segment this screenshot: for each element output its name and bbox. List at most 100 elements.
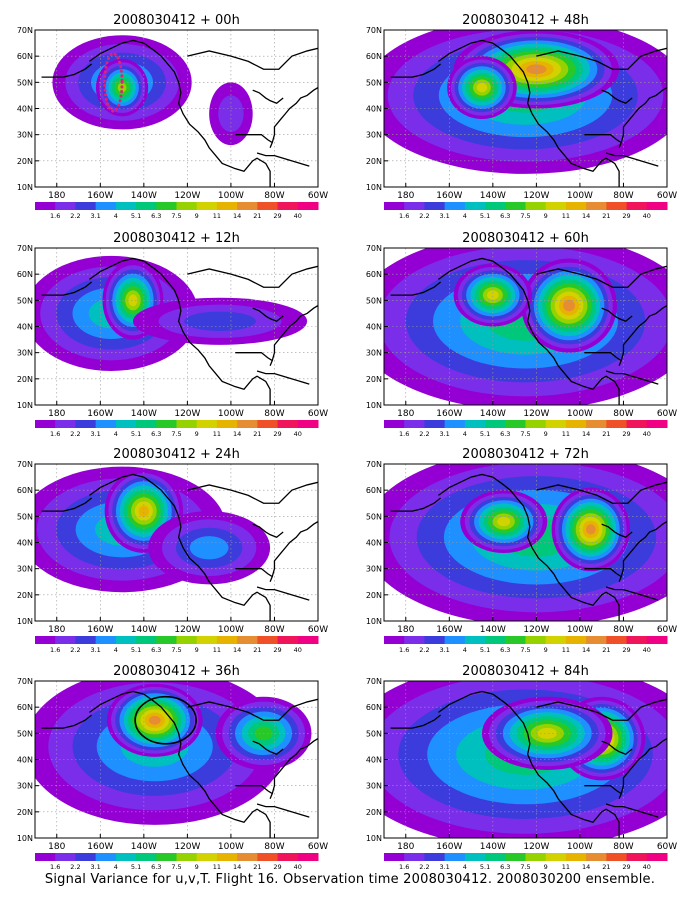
colorbar-swatch <box>95 420 117 428</box>
colorbar-label: 4 <box>114 430 118 438</box>
coastline <box>584 352 622 362</box>
colorbar-label: 29 <box>622 863 630 870</box>
variance-field <box>384 464 667 621</box>
colorbar-swatch <box>424 202 446 210</box>
colorbar-label: 1.6 <box>399 212 409 220</box>
colorbar-label: 5.1 <box>480 430 490 438</box>
coastline <box>187 265 318 288</box>
colorbar-swatch <box>196 420 218 428</box>
colorbar-label: 3.1 <box>90 646 100 654</box>
grid-lines <box>35 681 318 838</box>
coastline <box>536 698 667 721</box>
colorbar-swatch <box>216 853 238 861</box>
colorbar-label: 1.6 <box>50 863 60 870</box>
colorbar-swatch <box>384 636 405 644</box>
x-tick-label: 60W <box>308 625 328 635</box>
y-tick-label: 50N <box>17 512 33 521</box>
colorbar-label: 5.1 <box>480 646 490 654</box>
colorbar-swatch <box>565 636 587 644</box>
variance-contour-fill <box>138 505 150 517</box>
colorbar-swatch <box>525 420 547 428</box>
y-tick-label: 70N <box>366 244 382 253</box>
colorbar-label: 40 <box>294 212 302 220</box>
colorbar-label: 2.2 <box>419 863 429 870</box>
coastline <box>605 370 659 385</box>
colorbar-label: 2.2 <box>419 430 429 438</box>
colorbar-label: 14 <box>582 863 590 870</box>
x-tick-label: 160W <box>87 625 113 635</box>
colorbar-swatch <box>404 420 425 428</box>
x-tick-label: 100W <box>218 842 244 852</box>
y-tick-label: 10N <box>17 834 33 843</box>
colorbar-swatch <box>565 853 587 861</box>
x-tick-label: 160W <box>87 191 113 201</box>
y-tick-label: 20N <box>366 375 382 384</box>
colorbar-label: 9 <box>195 863 199 870</box>
colorbar-swatch <box>485 636 506 644</box>
colorbar-swatch <box>384 202 405 210</box>
y-tick-label: 40N <box>17 323 33 332</box>
colorbar-swatch <box>55 420 76 428</box>
colorbar-swatch <box>55 202 76 210</box>
colorbar-swatch <box>257 853 279 861</box>
x-tick-label: 180 <box>397 625 414 635</box>
x-tick-label: 140W <box>480 842 506 852</box>
colorbar-swatch <box>444 636 466 644</box>
y-tick-label: 50N <box>17 296 33 305</box>
y-tick-label: 30N <box>17 131 33 140</box>
colorbar-swatch <box>384 420 405 428</box>
x-tick-label: 180 <box>397 409 414 419</box>
colorbar-label: 4 <box>463 863 467 870</box>
y-tick-label: 50N <box>366 512 382 521</box>
x-tick-label: 160W <box>87 409 113 419</box>
colorbar-swatch <box>444 853 466 861</box>
variance-field <box>384 30 667 174</box>
x-tick-label: 180 <box>48 191 65 201</box>
x-tick-label: 160W <box>436 842 462 852</box>
coastline <box>187 481 318 504</box>
colorbar-swatch <box>384 853 405 861</box>
colorbar-swatch <box>277 420 299 428</box>
y-tick-label: 60N <box>366 52 382 61</box>
colorbar-swatch <box>485 202 506 210</box>
colorbar-label: 5.1 <box>131 863 141 870</box>
x-tick-label: 100W <box>218 409 244 419</box>
panel-title: 2008030412 + 84h <box>462 664 589 679</box>
coastlines <box>41 39 318 187</box>
target-region-ellipse <box>134 695 197 745</box>
x-tick-label: 80W <box>264 409 284 419</box>
x-tick-label: 80W <box>264 842 284 852</box>
colorbar-swatch <box>156 202 177 210</box>
x-tick-label: 80W <box>613 191 633 201</box>
colorbar-label: 4 <box>114 646 118 654</box>
y-tick-label: 20N <box>17 157 33 166</box>
colorbar-label: 29 <box>273 212 281 220</box>
colorbar-label: 11 <box>213 430 221 438</box>
colorbar-swatch <box>485 420 506 428</box>
colorbar-swatch <box>216 636 238 644</box>
coastline <box>584 134 622 144</box>
colorbar-swatch <box>237 636 258 644</box>
x-tick-label: 180 <box>397 191 414 201</box>
panel-title: 2008030412 + 24h <box>113 447 240 462</box>
coastline <box>605 803 659 818</box>
colorbar-swatch <box>115 420 137 428</box>
colorbar-swatch <box>606 853 628 861</box>
colorbar-label: 29 <box>622 646 630 654</box>
x-tick-label: 100W <box>567 842 593 852</box>
variance-field <box>384 248 667 405</box>
colorbar-swatch <box>136 420 157 428</box>
colorbar-label: 40 <box>294 863 302 870</box>
panel-title: 2008030412 + 60h <box>462 231 589 246</box>
figure-caption: Signal Variance for u,v,T. Flight 16. Ob… <box>44 872 656 887</box>
colorbar-label: 3.1 <box>90 430 100 438</box>
coastline <box>390 497 442 512</box>
forecast-panel: 2008030412 + 60h 10N 20N 30N 40N 50N 60N 70N 180… <box>366 231 677 438</box>
colorbar-swatch <box>297 202 319 210</box>
colorbar-label: 6.3 <box>500 430 510 438</box>
variance-contour-fill <box>585 524 596 535</box>
x-tick-label: 80W <box>613 842 633 852</box>
y-tick-label: 30N <box>366 349 382 358</box>
x-tick-label: 180 <box>48 842 65 852</box>
y-tick-label: 70N <box>366 26 382 35</box>
